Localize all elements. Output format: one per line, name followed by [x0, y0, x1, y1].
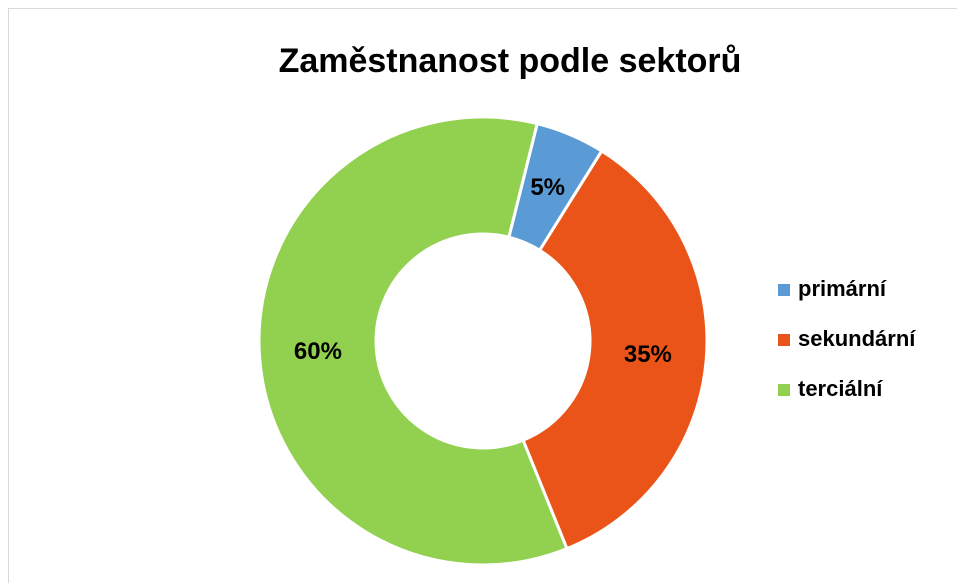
legend-swatch — [778, 384, 790, 396]
legend-label: terciální — [798, 376, 883, 401]
donut-slice — [257, 115, 569, 567]
legend-label: primární — [798, 276, 887, 301]
data-label: 35% — [624, 341, 672, 368]
legend-swatch — [778, 334, 790, 346]
chart-title: Zaměstnanost podle sektorů — [279, 42, 742, 80]
donut-slice — [521, 148, 709, 551]
legend-label: sekundární — [798, 326, 916, 351]
data-label: 5% — [530, 174, 565, 201]
data-label: 60% — [294, 338, 342, 365]
legend-swatch — [778, 284, 790, 296]
